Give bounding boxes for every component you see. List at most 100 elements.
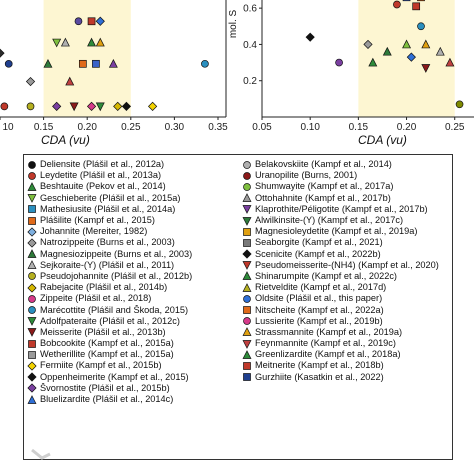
data-point (418, 23, 425, 30)
legend-label: Geschieberite (Plášil et al., 2015a) (40, 193, 180, 204)
legend-label: Feynmannite (Kampf et al., 2019c) (255, 338, 396, 349)
legend-entry: Bluelizardite (Plášil et al., 2014c) (27, 394, 241, 405)
legend-label: Deliensite (Plášil et al., 2012a) (40, 159, 164, 170)
legend-entry: Plášilite (Kampf et al., 2015) (27, 215, 241, 226)
legend-entry: Gurzhiite (Kasatkin et al., 2022) (242, 372, 452, 383)
legend-marker (242, 249, 252, 259)
legend-entry: Klaprothite/Péligotite (Kampf et al., 20… (242, 204, 452, 215)
legend-label: Sejkoraite-(Y) (Plášil et al., 2011) (40, 260, 174, 271)
legend-label: Belakovskiite (Kampf et al., 2014) (255, 159, 392, 170)
legend-label: Pseudomeisserite-(NH4) (Kampf et al., 20… (255, 260, 439, 271)
legend-entry: Bobcookite (Kampf et al., 2015a) (27, 338, 241, 349)
legend-entry: Oldsite (Plášil et al., this paper) (242, 293, 452, 304)
legend-marker-shape (28, 384, 36, 392)
legend-entry: Geschieberite (Plášil et al., 2015a) (27, 193, 241, 204)
legend-marker (242, 350, 252, 360)
decorative-mark (30, 448, 54, 460)
legend-marker (27, 350, 37, 360)
legend-label: Bobcookite (Kampf et al., 2015a) (40, 338, 174, 349)
legend-entry: Johannite (Mereiter, 1982) (27, 226, 241, 237)
legend-entry: Švornostite (Plášil et al., 2015b) (27, 383, 241, 394)
legend-marker (242, 271, 252, 281)
legend-label: Švornostite (Plášil et al., 2015b) (40, 383, 170, 394)
legend-entry: Strassmannite (Kampf et al., 2019a) (242, 327, 452, 338)
data-point (201, 60, 208, 67)
legend-entry: Adolfpateraite (Plášil et al., 2012c) (27, 316, 241, 327)
legend-label: Natrozippeite (Burns et al., 2003) (40, 237, 175, 248)
legend-entry: Shinarumpite (Kampf et al., 2022c) (242, 271, 452, 282)
data-point (413, 3, 420, 10)
legend-marker (27, 216, 37, 226)
legend-marker (242, 238, 252, 248)
legend-marker-shape (28, 284, 36, 292)
legend-label: Leydetite (Plášil et al., 2013a) (40, 170, 161, 181)
legend-label: Marécottite (Plášil and Škoda, 2015) (40, 305, 188, 316)
legend-entry: Alwilkinsite-(Y) (Kampf et al., 2017c) (242, 215, 452, 226)
data-point (88, 18, 95, 25)
legend-label: Strassmannite (Kampf et al., 2019a) (255, 327, 402, 338)
legend-marker (242, 316, 252, 326)
data-point (393, 1, 400, 8)
legend-entry: Natrozippeite (Burns et al., 2003) (27, 237, 241, 248)
legend-marker-shape (243, 250, 251, 258)
legend-marker (27, 260, 37, 270)
data-point (27, 103, 34, 110)
legend-marker (242, 339, 252, 349)
legend-marker-shape (244, 362, 251, 369)
legend-marker (27, 305, 37, 315)
legend-marker (242, 283, 252, 293)
x-tick-label: 0.30 (165, 122, 185, 133)
legend-marker (27, 327, 37, 337)
legend-marker (242, 327, 252, 337)
data-point (1, 103, 8, 110)
legend-label: Wetherillite (Kampf et al., 2015a) (40, 349, 174, 360)
shaded-region (44, 0, 131, 117)
legend-marker-shape (29, 351, 36, 358)
legend-label: Lussierite (Kampf et al., 2019b) (255, 316, 383, 327)
legend-label: Johannite (Mereiter, 1982) (40, 226, 147, 237)
data-point (26, 77, 34, 85)
x-tick-label: 0.25 (121, 122, 141, 133)
legend-marker-shape (28, 239, 36, 247)
legend-label: Beshtauite (Pekov et al., 2014) (40, 181, 166, 192)
x-tick-label: 0.35 (208, 122, 228, 133)
legend-marker (242, 160, 252, 170)
legend-entry: Deliensite (Plášil et al., 2012a) (27, 159, 241, 170)
data-point (336, 59, 343, 66)
legend-label: Scenicite (Kampf et al., 2022b) (255, 249, 381, 260)
y-tick-label: 0.4 (243, 40, 257, 51)
legend-marker-shape (28, 329, 36, 337)
legend-label: Nitscheite (Kampf et al., 2022a) (255, 305, 384, 316)
legend-marker (242, 361, 252, 371)
data-point (92, 60, 99, 67)
legend-label: Alwilkinsite-(Y) (Kampf et al., 2017c) (255, 215, 403, 226)
data-point (0, 49, 4, 57)
legend-entry: Sejkoraite-(Y) (Plášil et al., 2011) (27, 260, 241, 271)
legend-marker-shape (244, 183, 251, 190)
legend-marker (27, 160, 37, 170)
legend-label: Shinarumpite (Kampf et al., 2022c) (255, 271, 397, 282)
legend-label: Rietveldite (Kampf et al., 2017d) (255, 282, 386, 293)
legend-entry: Meitnerite (Kampf et al., 2018b) (242, 360, 452, 371)
legend-entry: Ottohahnite (Kampf et al., 2017b) (242, 193, 452, 204)
legend-label: Greenlizardite (Kampf et al., 2018a) (255, 349, 401, 360)
legend-marker (27, 316, 37, 326)
legend-marker-shape (29, 206, 36, 213)
data-point (456, 101, 463, 108)
x-tick-label: 0.15 (349, 122, 369, 133)
legend-marker (27, 339, 37, 349)
legend-marker-shape (28, 318, 36, 326)
legend-marker-shape (28, 228, 36, 236)
x-tick-label: 0.20 (77, 122, 97, 133)
x-axis-label: CDA (vu) (41, 133, 90, 147)
legend-marker-shape (29, 340, 36, 347)
x-tick-label: 10 (2, 122, 14, 133)
legend-marker (27, 204, 37, 214)
legend-marker-shape (244, 374, 251, 381)
x-tick-label: 0.20 (397, 122, 417, 133)
legend-entry: Beshtauite (Pekov et al., 2014) (27, 181, 241, 192)
legend-label: Oldsite (Plášil et al., this paper) (255, 293, 382, 304)
legend-marker-shape (28, 395, 36, 403)
legend-marker-shape (243, 217, 251, 225)
legend-label: Seaborgite (Kampf et al., 2021) (255, 237, 383, 248)
